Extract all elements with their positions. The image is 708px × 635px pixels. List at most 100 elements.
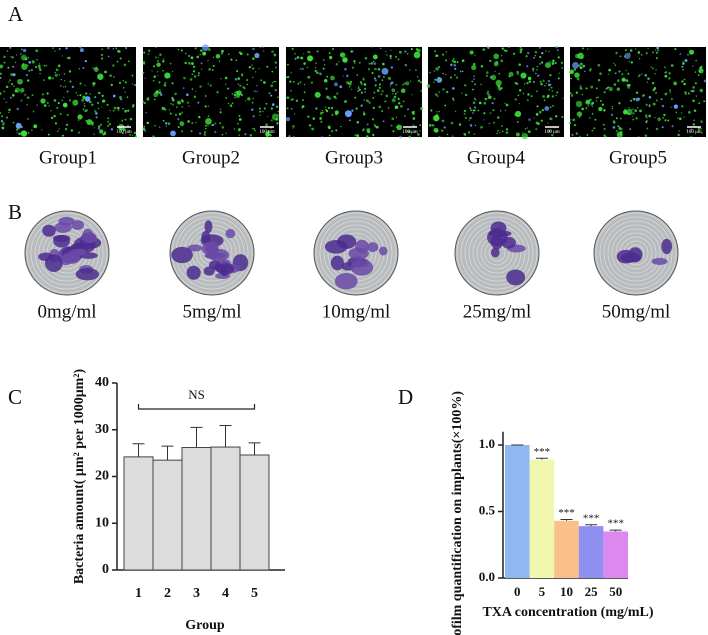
cell-dot <box>409 69 411 71</box>
error-bar <box>190 426 203 448</box>
cell-dot <box>353 59 356 63</box>
cell-dot <box>530 95 533 98</box>
cell-dot <box>518 89 522 92</box>
cell-dot <box>54 73 58 77</box>
cell-dot <box>667 119 670 122</box>
cell-dot <box>271 103 275 106</box>
cell-dot <box>608 68 612 72</box>
cell-dot <box>235 59 238 62</box>
cell-dot <box>617 79 620 82</box>
cell-dot <box>537 74 540 77</box>
cell-dot <box>323 79 328 83</box>
cell-dot <box>581 107 584 111</box>
cell-dot <box>30 68 33 72</box>
cell-dot <box>380 93 383 96</box>
cell-dot <box>657 49 660 52</box>
cell-dot <box>632 97 636 101</box>
cell-dot <box>394 105 399 110</box>
cell-dot <box>699 88 704 93</box>
cell-dot <box>536 65 539 68</box>
cell-dot <box>301 105 305 108</box>
cell-dot <box>381 67 389 75</box>
cell-dot <box>64 127 68 131</box>
cell-dot <box>171 103 175 106</box>
cell-dot <box>240 94 244 97</box>
cell-dot <box>327 125 331 129</box>
cell-dot <box>615 129 618 132</box>
image-bg <box>428 47 564 137</box>
cell-dot <box>647 77 650 80</box>
x-axis-title: Group <box>185 618 225 633</box>
significance-label: *** <box>534 446 551 458</box>
error-bar <box>161 445 174 461</box>
cell-dot <box>392 130 395 133</box>
cell-dot <box>122 107 124 110</box>
group-label: Group1 <box>39 147 97 168</box>
cell-dot <box>363 99 365 101</box>
cell-dot <box>576 77 580 81</box>
cell-dot <box>681 65 684 68</box>
cell-dot <box>81 98 85 102</box>
cell-dot <box>631 115 634 117</box>
cell-dot <box>454 74 456 76</box>
y-axis-title: Bacteria amount( μm² per 1000μm²) <box>72 369 87 585</box>
cell-dot <box>545 50 547 52</box>
error-bar <box>132 443 145 457</box>
cell-dot <box>273 53 276 56</box>
stain <box>651 257 668 265</box>
cell-dot <box>533 117 535 119</box>
cell-dot <box>652 88 656 92</box>
cell-dot <box>591 129 594 132</box>
cell-dot <box>231 102 234 105</box>
cell-dot <box>267 130 270 133</box>
cell-dot <box>515 132 520 137</box>
cell-dot <box>1 115 4 118</box>
cell-dot <box>319 117 322 120</box>
cell-dot <box>420 90 423 92</box>
cell-dot <box>366 123 369 126</box>
cell-dot <box>682 60 684 62</box>
cell-dot <box>420 106 424 111</box>
cell-dot <box>16 54 18 56</box>
cell-dot <box>157 71 159 73</box>
cell-dot <box>294 113 296 115</box>
cell-dot <box>66 57 69 59</box>
cell-dot <box>629 49 633 52</box>
cell-dot <box>274 81 277 83</box>
cell-dot <box>31 129 33 131</box>
cell-dot <box>397 58 400 61</box>
cell-dot <box>131 74 134 77</box>
cell-dot <box>35 49 39 53</box>
cell-dot <box>595 96 598 99</box>
cell-dot <box>68 99 71 102</box>
cell-dot <box>617 79 619 81</box>
cell-dot <box>14 61 17 64</box>
cell-dot <box>3 121 5 124</box>
cell-dot <box>322 111 324 114</box>
panel-label: C <box>8 385 22 409</box>
cell-dot <box>20 130 28 137</box>
cell-dot <box>175 113 177 116</box>
cell-dot <box>277 114 279 116</box>
cell-dot <box>472 112 474 114</box>
cell-dot <box>551 62 555 65</box>
cell-dot <box>286 107 289 110</box>
cell-dot <box>79 46 82 49</box>
cell-dot <box>483 101 487 105</box>
cell-dot <box>131 105 134 108</box>
cell-dot <box>12 93 15 97</box>
cell-dot <box>396 91 399 93</box>
cell-dot <box>590 85 594 89</box>
micrograph: 100 μm <box>568 46 707 138</box>
cell-dot <box>202 44 209 52</box>
cell-dot <box>561 116 564 118</box>
cell-dot <box>92 67 95 70</box>
cell-dot <box>325 108 328 111</box>
cell-dot <box>678 130 680 132</box>
cell-dot <box>589 98 592 102</box>
cell-dot <box>412 124 414 126</box>
cell-dot <box>469 116 472 119</box>
cell-dot <box>615 117 618 120</box>
cell-dot <box>635 117 638 120</box>
cell-dot <box>70 129 74 132</box>
